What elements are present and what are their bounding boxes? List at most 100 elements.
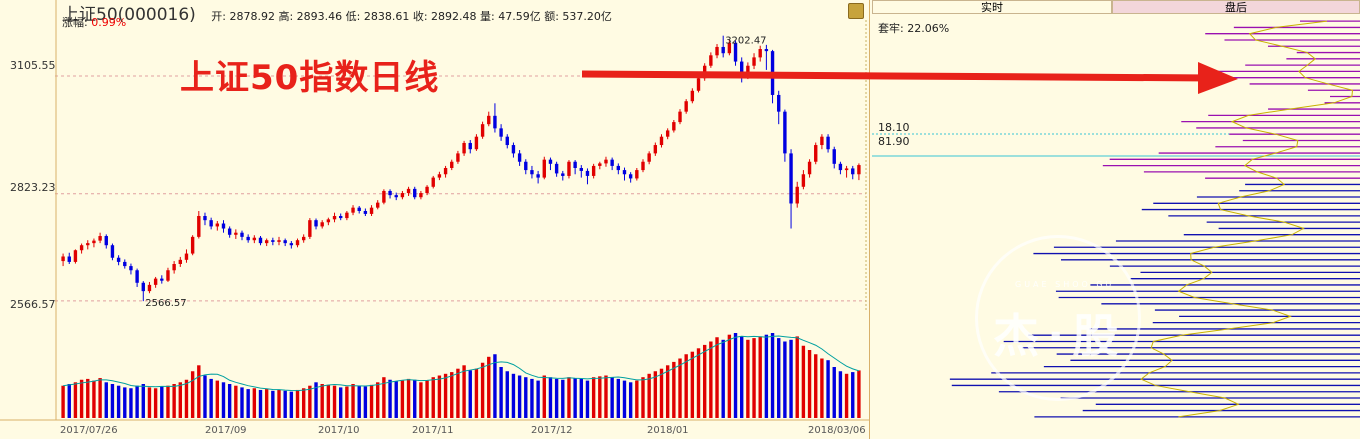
volume-bar [203, 375, 207, 418]
volume-bar [283, 390, 287, 418]
high-annotation: 3202.47 [725, 36, 766, 47]
volume-bar [801, 345, 806, 418]
volume-bar [357, 385, 361, 418]
candle-body [332, 216, 337, 220]
candle-body [524, 161, 528, 171]
volume-bar [166, 385, 170, 418]
index-title: 上证50(000016) [62, 5, 196, 25]
candle-body [746, 65, 750, 75]
candle-body [443, 168, 448, 175]
candle-body [499, 128, 503, 137]
volume-bar [795, 336, 799, 418]
candle-body [413, 188, 417, 198]
candle-body [351, 207, 355, 213]
volume-bar [567, 377, 571, 418]
candle-body [129, 266, 133, 271]
candle-body [505, 136, 509, 146]
volume-bar [227, 384, 232, 418]
candle-body [752, 57, 756, 66]
candle-body [622, 170, 627, 175]
volume-bar [160, 386, 164, 418]
x-tick-label: 2017/10 [318, 425, 360, 436]
change-row: 涨幅: 0.99% [62, 14, 126, 30]
x-tick-label: 2017/09 [205, 425, 247, 436]
volume-bar [758, 336, 762, 418]
candle-body [777, 94, 781, 112]
volume-bar [141, 384, 145, 418]
candle-body [271, 240, 275, 242]
volume-bar [715, 337, 719, 418]
volume-bar [209, 378, 213, 418]
candle-body [548, 159, 553, 164]
candle-body [678, 111, 682, 123]
candle-body [252, 237, 257, 241]
candle-body [277, 240, 281, 242]
volume-bar [320, 384, 324, 418]
volume-bar [345, 386, 349, 418]
candle-body [301, 236, 306, 241]
candle-body [388, 190, 392, 196]
ytick-low: 2566.57 [10, 298, 56, 311]
volume-bar [190, 371, 195, 418]
volume-bar [832, 367, 836, 418]
candle-body [820, 136, 824, 146]
volume-bar [733, 333, 738, 418]
candle-body [246, 236, 250, 241]
volume-bar [678, 358, 682, 418]
volume-bar [67, 384, 71, 418]
candle-body [468, 142, 472, 150]
candle-body [209, 220, 213, 227]
candle-body [814, 145, 818, 162]
candle-body [116, 257, 121, 262]
volume-bar [456, 368, 460, 418]
candle-body [431, 177, 435, 187]
watermark-text: 杰·股 [993, 309, 1127, 363]
lock-icon[interactable] [848, 3, 864, 19]
x-tick-label: 2017/07/26 [60, 425, 118, 436]
volume-bar [820, 358, 824, 418]
volume-bar [709, 341, 713, 418]
volume-bar [308, 385, 312, 418]
volume-bar [413, 379, 417, 418]
change-value: 0.99% [91, 16, 127, 29]
candle-body [73, 250, 78, 262]
candle-body [789, 153, 793, 204]
tab-after-hours[interactable]: 盘后 [1112, 0, 1360, 14]
watermark-circle [975, 235, 1141, 401]
volume-bar [604, 375, 608, 418]
volume-bar [116, 385, 121, 418]
candle-body [832, 149, 836, 164]
volume-bar [221, 382, 226, 418]
candle-body [135, 270, 139, 283]
x-tick-label: 2017/11 [412, 425, 454, 436]
volume-bar [369, 384, 374, 418]
candle-body [147, 284, 152, 292]
candle-body [727, 42, 732, 54]
candle-body [264, 240, 269, 244]
x-tick-label: 2018/03/06 [808, 425, 866, 436]
candle-body [659, 136, 664, 146]
volume-bar [153, 388, 158, 418]
candle-body [258, 237, 263, 244]
volume-bar [135, 385, 139, 418]
candle-body [567, 161, 571, 176]
volume-bar [184, 379, 189, 418]
low-annotation: 2566.57 [145, 298, 186, 309]
volume-bar [764, 334, 769, 418]
candle-body [314, 220, 318, 227]
volume-bar [104, 382, 108, 418]
candle-body [320, 222, 324, 227]
volume-bar [493, 354, 497, 418]
candle-body [561, 173, 565, 176]
volume-bar [289, 391, 294, 418]
volume-bar [807, 350, 812, 418]
candle-body [437, 174, 442, 178]
volume-bar [635, 380, 639, 418]
tab-realtime[interactable]: 实时 [872, 0, 1112, 14]
volume-bar [517, 375, 522, 418]
volume-bar [234, 385, 238, 418]
volume-bar [264, 389, 269, 418]
candle-body [345, 212, 349, 219]
level-label-2: 81.90 [878, 135, 910, 148]
candle-body [838, 163, 843, 171]
